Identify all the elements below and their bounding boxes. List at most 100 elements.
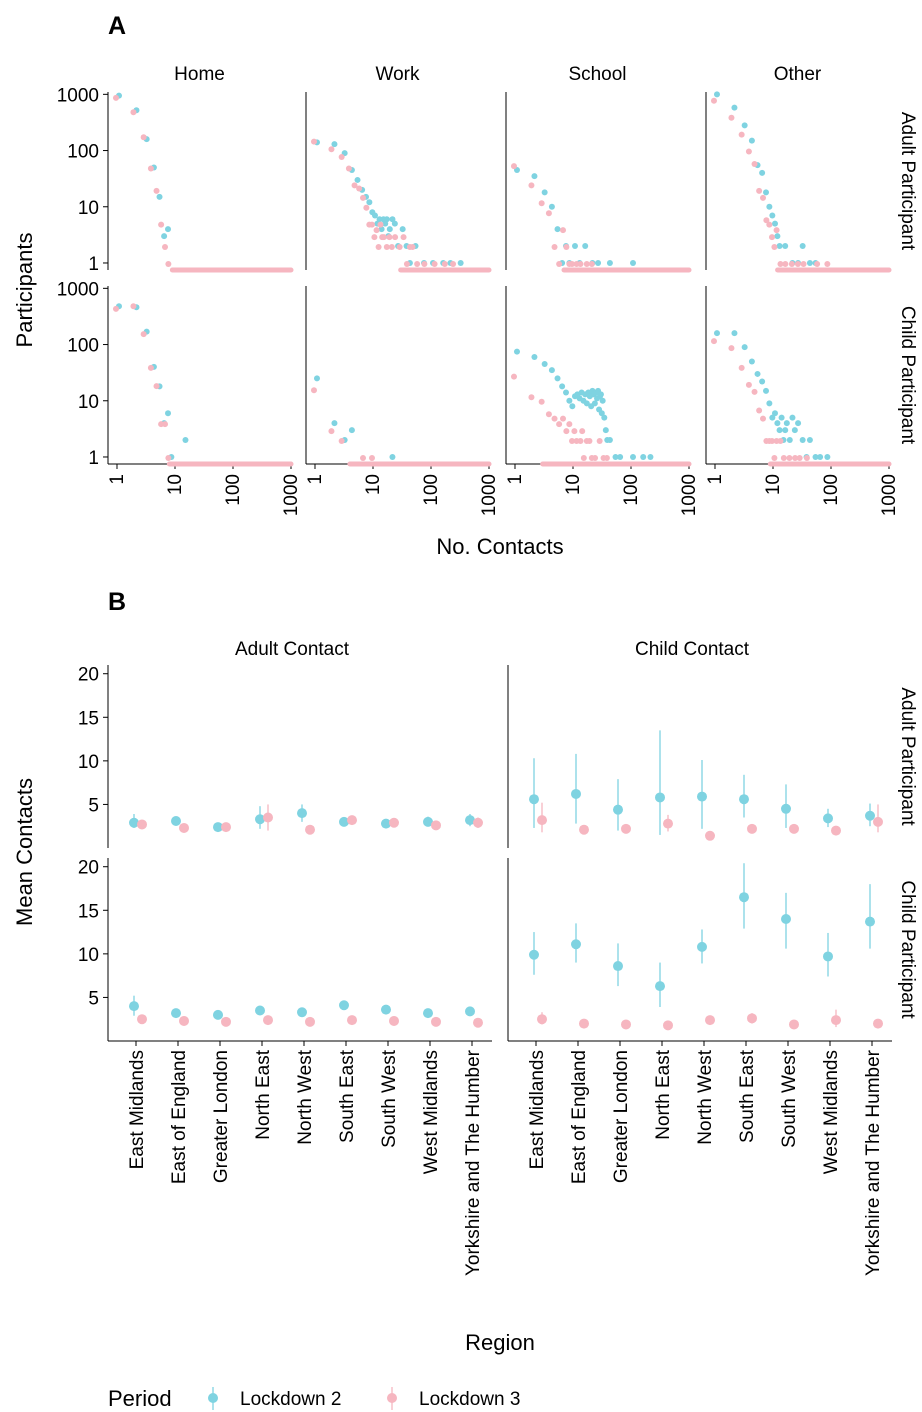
point-lockdown-3-adult-contact-adult-participant [389,817,399,828]
point-lockdown-2-other-child-participant [824,453,831,460]
point-lockdown-2-other-child-participant [812,453,819,460]
x-tick-label-child-contact-child-participant: West Midlands [821,1050,842,1174]
point-lockdown-2-work-adult-participant [457,259,464,266]
x-tick-label-child-contact-child-participant: North East [653,1049,674,1139]
legend-key-lockdown-3 [387,1387,397,1410]
point-lockdown-3-child-contact-adult-participant [831,825,841,836]
point-lockdown-2-child-contact-adult-participant [739,794,749,805]
point-lockdown-3-work-adult-participant [377,221,384,228]
panel-b-axes: 5 10 15 20 East Midlands East of England Great… [78,665,892,1276]
point-lockdown-3-home-child-participant [112,305,119,312]
point-lockdown-3-other-child-participant [803,454,810,461]
point-lockdown-3-other-adult-participant [751,161,758,168]
strip-adult-participant: Adult Participant [897,112,918,251]
point-lockdown-3-child-contact-adult-participant [663,818,673,829]
point-lockdown-3-child-contact-child-participant [537,1014,547,1025]
point-lockdown-2-adult-contact-child-participant [129,1001,139,1012]
point-lockdown-3-adult-contact-adult-participant [431,820,441,831]
point-lockdown-3-other-adult-participant [800,260,807,267]
point-lockdown-3-work-adult-participant [360,194,367,201]
point-lockdown-3-work-adult-participant [328,146,335,153]
point-lockdown-3-other-child-participant [768,438,775,445]
x-tick-label-adult-contact-child-participant: West Midlands [421,1050,442,1174]
point-lockdown-3-adult-contact-child-participant [473,1017,483,1028]
point-lockdown-3-other-child-participant [710,338,717,345]
point-lockdown-3-other-adult-participant [766,221,773,228]
point-lockdown-3-child-contact-child-participant [705,1015,715,1026]
point-lockdown-3-adult-contact-adult-participant [179,822,189,833]
point-lockdown-2-work-adult-participant [331,141,338,148]
point-lockdown-2-school-child-participant [629,453,636,460]
point-lockdown-3-school-child-participant [560,415,567,422]
point-lockdown-3-adult-contact-adult-participant [305,824,315,835]
point-lockdown-2-school-child-participant [531,354,538,361]
point-lockdown-2-other-child-participant [771,410,778,417]
point-lockdown-3-other-adult-participant [738,131,745,138]
point-lockdown-2-work-adult-participant [386,226,393,233]
point-lockdown-3-other-adult-participant [794,260,801,267]
point-lockdown-3-school-child-participant [579,428,586,435]
point-lockdown-2-work-adult-participant [383,216,390,223]
point-lockdown-2-work-child-participant [348,427,355,434]
point-lockdown-3-work-adult-participant [363,204,370,211]
point-lockdown-3-child-contact-adult-participant [705,830,715,841]
point-lockdown-3-school-adult-participant [577,260,584,267]
point-lockdown-2-child-contact-child-participant [571,939,581,950]
x-tick-label-home-child-participant: 100 [223,474,244,506]
point-lockdown-2-other-child-participant [791,427,798,434]
point-lockdown-2-child-contact-adult-participant [697,791,707,802]
point-lockdown-2-school-child-participant [606,437,613,444]
point-lockdown-2-home-adult-participant [165,226,172,233]
legend-key-lockdown-2 [208,1387,218,1410]
panel-a-column-strips: Home Work School Other [174,64,822,85]
point-lockdown-3-school-adult-participant [588,260,595,267]
point-lockdown-2-school-adult-participant [548,203,555,210]
strip-child-participant: Child Participant [897,880,918,1019]
point-lockdown-3-work-adult-participant [310,138,317,145]
point-lockdown-3-school-child-participant [563,428,570,435]
panel-b-points [129,730,883,1031]
point-lockdown-2-other-adult-participant [741,122,748,129]
point-lockdown-2-child-contact-child-participant [865,916,875,927]
x-tick-label-home-child-participant: 1 [107,474,128,485]
point-lockdown-2-other-adult-participant [713,91,720,98]
x-tick-label-work-child-participant: 10 [363,474,384,495]
point-lockdown-3-adult-contact-adult-participant [221,822,231,833]
point-lockdown-3-other-adult-participant [824,260,831,267]
point-lockdown-2-other-adult-participant [766,203,773,210]
point-lockdown-2-other-adult-participant [763,189,770,196]
point-lockdown-3-work-adult-participant [356,185,363,192]
y-tick-label-home-child-participant: 10 [78,392,99,413]
point-lockdown-3-school-child-participant [510,373,517,380]
point-lockdown-2-school-child-participant [559,383,566,390]
point-lockdown-2-school-adult-participant [554,226,561,233]
point-lockdown-2-child-contact-child-participant [739,892,749,903]
point-lockdown-2-school-adult-participant [541,189,548,196]
point-lockdown-3-work-adult-participant [409,244,416,251]
x-tick-label-work-child-participant: 1 [305,474,326,485]
y-tick-label-adult-contact-child-participant: 5 [88,988,99,1009]
point-lockdown-3-school-child-participant [596,438,603,445]
x-tick-label-child-contact-child-participant: North West [695,1049,716,1144]
point-lockdown-3-other-child-participant [745,381,752,388]
x-tick-label-adult-contact-child-participant: North East [253,1049,274,1139]
point-lockdown-2-school-adult-participant [595,259,602,266]
point-lockdown-3-child-contact-child-participant [831,1015,841,1026]
point-lockdown-2-school-adult-participant [531,173,538,180]
panel-b: B Adult Contact Child Contact Adult Parti… [12,588,918,1355]
point-lockdown-2-other-child-participant [754,370,761,377]
point-lockdown-2-other-child-participant [763,387,770,394]
point-lockdown-3-work-adult-participant [441,260,448,267]
legend: Period Lockdown 2 Lockdown 3 [108,1386,520,1411]
point-lockdown-3-school-child-participant [538,398,545,405]
point-lockdown-2-adult-contact-child-participant [255,1005,265,1016]
x-tick-label-school-child-participant: 1000 [679,474,700,516]
point-lockdown-3-school-child-participant [586,438,593,445]
y-tick-label-home-child-participant: 1000 [57,279,99,300]
panel-a-row-strips: Adult Participant Child Participant [897,112,918,445]
point-lockdown-3-other-adult-participant [710,97,717,104]
point-lockdown-2-adult-contact-adult-participant [465,815,475,826]
point-lockdown-3-work-adult-participant [400,234,407,241]
point-lockdown-2-other-adult-participant [782,243,789,250]
